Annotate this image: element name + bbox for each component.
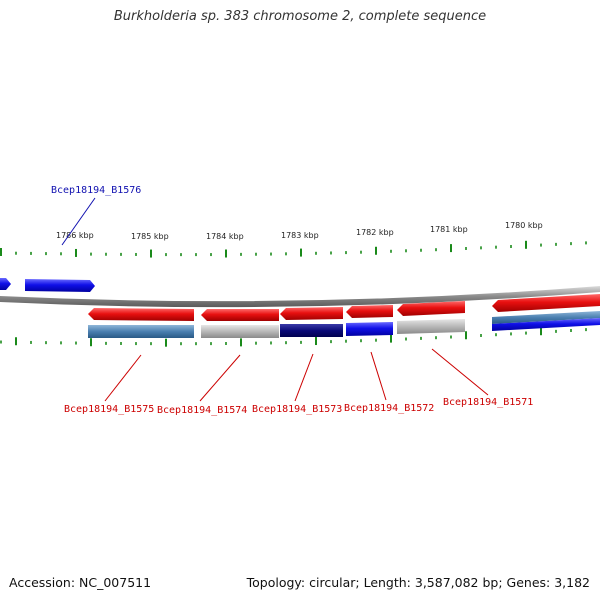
gene-label-B1575[interactable]: Bcep18194_B1575 xyxy=(64,404,154,415)
leader-line-B1576 xyxy=(61,197,96,246)
gene-label-B1576[interactable]: Bcep18194_B1576 xyxy=(51,185,141,196)
gene-label-B1572[interactable]: Bcep18194_B1572 xyxy=(344,403,434,414)
scale-label-1786: 1786 kbp xyxy=(56,231,94,240)
topology-summary: Topology: circular; Length: 3,587,082 bp… xyxy=(246,575,590,590)
gene-arrow-Bcep18194_B1572[interactable] xyxy=(346,305,393,318)
cog-bar-B1574 xyxy=(201,325,279,338)
gene-label-B1574[interactable]: Bcep18194_B1574 xyxy=(157,405,247,416)
gene-arrow-Bcep18194_B1573[interactable] xyxy=(280,307,343,320)
gene-arrow-Bcep18194_B1571[interactable] xyxy=(397,301,465,316)
gene-arrow-Bcep18194_B1574[interactable] xyxy=(201,309,279,321)
leader-line-B1573 xyxy=(294,353,314,402)
scale-label-1781: 1781 kbp xyxy=(430,225,468,234)
gene-arrow-Bcep18194_B1576[interactable] xyxy=(25,279,95,292)
leader-line-B1575 xyxy=(104,354,142,402)
scale-label-1780: 1780 kbp xyxy=(505,221,543,230)
accession-text: Accession: NC_007511 xyxy=(9,575,152,590)
cog-bar-partial-right-b xyxy=(492,318,600,331)
cog-bar-B1575 xyxy=(88,325,194,338)
leader-line-B1571 xyxy=(431,348,489,396)
cog-bar-B1571 xyxy=(397,319,465,334)
outer-tick-ring xyxy=(0,240,587,258)
scale-label-1785: 1785 kbp xyxy=(131,232,169,241)
gene-label-B1573[interactable]: Bcep18194_B1573 xyxy=(252,404,342,415)
scale-label-1782: 1782 kbp xyxy=(356,228,394,237)
scale-label-1784: 1784 kbp xyxy=(206,232,244,241)
gene-label-B1571[interactable]: Bcep18194_B1571 xyxy=(443,397,533,408)
gene-arrow-partial-left[interactable] xyxy=(0,278,11,290)
gene-arrow-partial-right[interactable] xyxy=(492,294,600,312)
inner-tick-ring xyxy=(0,327,587,347)
chromosome-backbone xyxy=(0,286,600,308)
leader-line-B1574 xyxy=(199,354,241,402)
cog-bar-B1572 xyxy=(346,322,393,336)
scale-label-1783: 1783 kbp xyxy=(281,231,319,240)
cog-bar-partial-right-a xyxy=(492,311,600,324)
map-title: Burkholderia sp. 383 chromosome 2, compl… xyxy=(113,9,487,24)
gene-arrow-Bcep18194_B1575[interactable] xyxy=(88,308,194,321)
leader-line-B1572 xyxy=(370,351,387,401)
cog-bar-B1573 xyxy=(280,324,343,337)
